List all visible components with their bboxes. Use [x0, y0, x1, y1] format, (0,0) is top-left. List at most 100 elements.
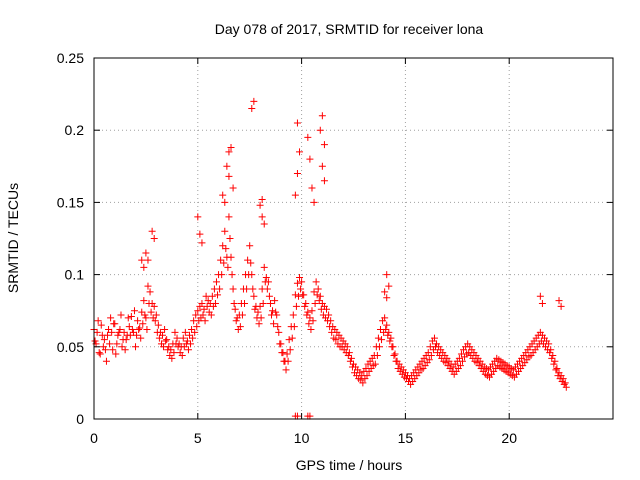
data-point	[312, 278, 320, 286]
data-point	[374, 334, 382, 342]
data-point	[96, 350, 104, 358]
data-point	[229, 184, 237, 192]
data-point	[310, 198, 318, 206]
data-point	[385, 282, 393, 290]
data-point	[144, 282, 152, 290]
data-point	[310, 288, 318, 296]
x-tick-label: 0	[90, 430, 98, 446]
data-point	[168, 354, 176, 362]
data-point	[294, 292, 302, 300]
data-point	[216, 285, 224, 293]
data-point	[136, 324, 144, 332]
data-point	[552, 366, 560, 374]
data-point	[162, 337, 170, 345]
data-point	[183, 337, 191, 345]
data-point	[140, 263, 148, 271]
data-point	[130, 307, 138, 315]
data-point	[146, 288, 154, 296]
data-point	[271, 297, 279, 305]
data-point	[286, 346, 294, 354]
data-point	[102, 357, 110, 365]
data-point	[155, 334, 163, 342]
data-point	[220, 259, 228, 267]
data-point	[265, 292, 273, 300]
data-point	[142, 314, 150, 322]
data-point	[424, 349, 432, 357]
data-point	[91, 337, 99, 345]
data-point	[185, 331, 193, 339]
data-point	[373, 351, 381, 359]
data-point	[120, 328, 128, 336]
data-point	[254, 308, 262, 316]
data-point	[250, 97, 258, 105]
data-point	[274, 323, 282, 331]
data-point	[224, 263, 232, 271]
data-point	[225, 148, 233, 156]
data-point	[225, 172, 233, 180]
data-point	[171, 328, 179, 336]
data-point	[309, 317, 317, 325]
data-points	[90, 97, 570, 420]
data-point	[260, 263, 268, 271]
data-point	[293, 119, 301, 127]
data-point	[128, 325, 136, 333]
data-point	[326, 323, 334, 331]
data-point	[174, 343, 182, 351]
data-point	[194, 307, 202, 315]
data-point	[229, 285, 237, 293]
data-point	[313, 291, 321, 299]
data-point	[296, 273, 304, 281]
data-point	[212, 278, 220, 286]
data-point	[267, 311, 275, 319]
data-point	[232, 317, 240, 325]
data-point	[221, 227, 229, 235]
data-point	[139, 320, 147, 328]
data-point	[388, 343, 396, 351]
data-point	[538, 299, 546, 307]
data-point	[243, 285, 251, 293]
data-point	[238, 311, 246, 319]
data-point	[110, 320, 118, 328]
data-point	[164, 346, 172, 354]
data-point	[116, 325, 124, 333]
data-point	[143, 325, 151, 333]
data-point	[247, 259, 255, 267]
data-point	[381, 314, 389, 322]
data-point	[282, 366, 290, 374]
x-axis-label: GPS time / hours	[296, 457, 403, 473]
data-point	[221, 198, 229, 206]
data-point	[275, 328, 283, 336]
data-point	[108, 328, 116, 336]
data-point	[203, 302, 211, 310]
data-point	[307, 325, 315, 333]
data-point	[297, 285, 305, 293]
data-point	[285, 336, 293, 344]
data-point	[256, 201, 264, 209]
data-point	[298, 278, 306, 286]
data-point	[557, 302, 565, 310]
data-point	[262, 273, 270, 281]
data-point	[236, 323, 244, 331]
data-point	[198, 239, 206, 247]
tick-labels: 0 5 10 15 20 0 0.05 0.1 0.15 0.2 0.25	[57, 50, 517, 446]
data-point	[455, 354, 463, 362]
data-point	[289, 311, 297, 319]
data-point	[303, 311, 311, 319]
data-point	[425, 356, 433, 364]
data-point	[248, 105, 256, 113]
data-point	[536, 292, 544, 300]
data-point	[266, 299, 274, 307]
data-point	[117, 311, 125, 319]
data-point	[181, 328, 189, 336]
data-point	[283, 350, 291, 358]
data-point	[304, 133, 312, 141]
data-point	[147, 308, 155, 316]
data-point	[255, 320, 263, 328]
data-point	[153, 328, 161, 336]
data-point	[202, 292, 210, 300]
data-point	[320, 141, 328, 149]
data-point	[227, 144, 235, 152]
data-point	[296, 148, 304, 156]
data-point	[347, 354, 355, 362]
data-point	[245, 271, 253, 279]
